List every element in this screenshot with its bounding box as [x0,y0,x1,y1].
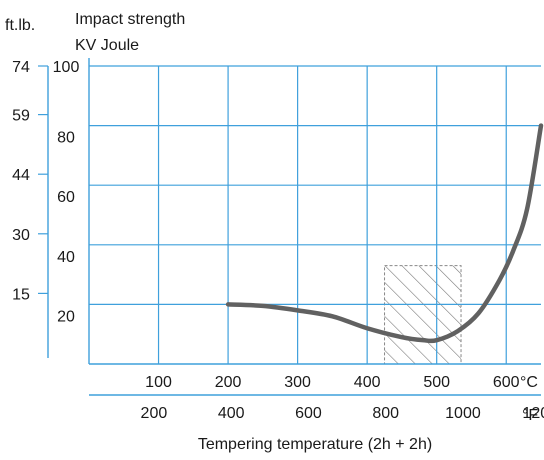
y-tick-label-ftlb: 15 [12,286,30,303]
x-tick-label-celsius: 300 [284,374,311,391]
y-tick-label-ftlb: 74 [12,59,30,76]
x-tick-label-fahrenheit: 1000 [445,405,481,422]
x-tick-label-celsius: 400 [354,374,381,391]
x-unit-celsius: °C [520,374,538,391]
y-tick-label-joule: 100 [53,59,80,76]
x-tick-label-celsius: 100 [145,374,172,391]
y-axis-label-ftlb: ft.lb. [5,17,35,34]
x-tick-label-fahrenheit: 200 [141,405,168,422]
x-tick-label-fahrenheit: 1200 [522,405,544,422]
tick-labels: 20 40 60 80 100 15 30 44 59 74 100 200 300 400 500 600 2… [12,59,544,422]
x-unit-fahrenheit: °F [522,407,538,424]
hatched-region [384,265,462,365]
grid [89,65,541,364]
y-axis-label-kvjoule: KV Joule [75,37,139,54]
y-tick-label-ftlb: 30 [12,227,30,244]
axes [38,58,541,396]
series-line [225,123,544,344]
y-axis-label-impact: Impact strength [75,11,185,28]
y-tick-label-ftlb: 44 [12,167,30,184]
x-tick-label-celsius: 200 [215,374,242,391]
x-tick-label-fahrenheit: 800 [372,405,399,422]
x-tick-label-fahrenheit: 400 [218,405,245,422]
y-tick-label-joule: 20 [57,308,75,325]
x-tick-label-fahrenheit: 600 [295,405,322,422]
y-tick-label-joule: 80 [57,130,75,147]
x-tick-label-celsius: 600 [493,374,520,391]
x-axis-label: Tempering temperature (2h + 2h) [198,436,432,453]
y-tick-label-joule: 60 [57,189,75,206]
y-tick-label-ftlb: 59 [12,108,30,125]
x-tick-label-celsius: 500 [423,374,450,391]
y-tick-label-joule: 40 [57,249,75,266]
